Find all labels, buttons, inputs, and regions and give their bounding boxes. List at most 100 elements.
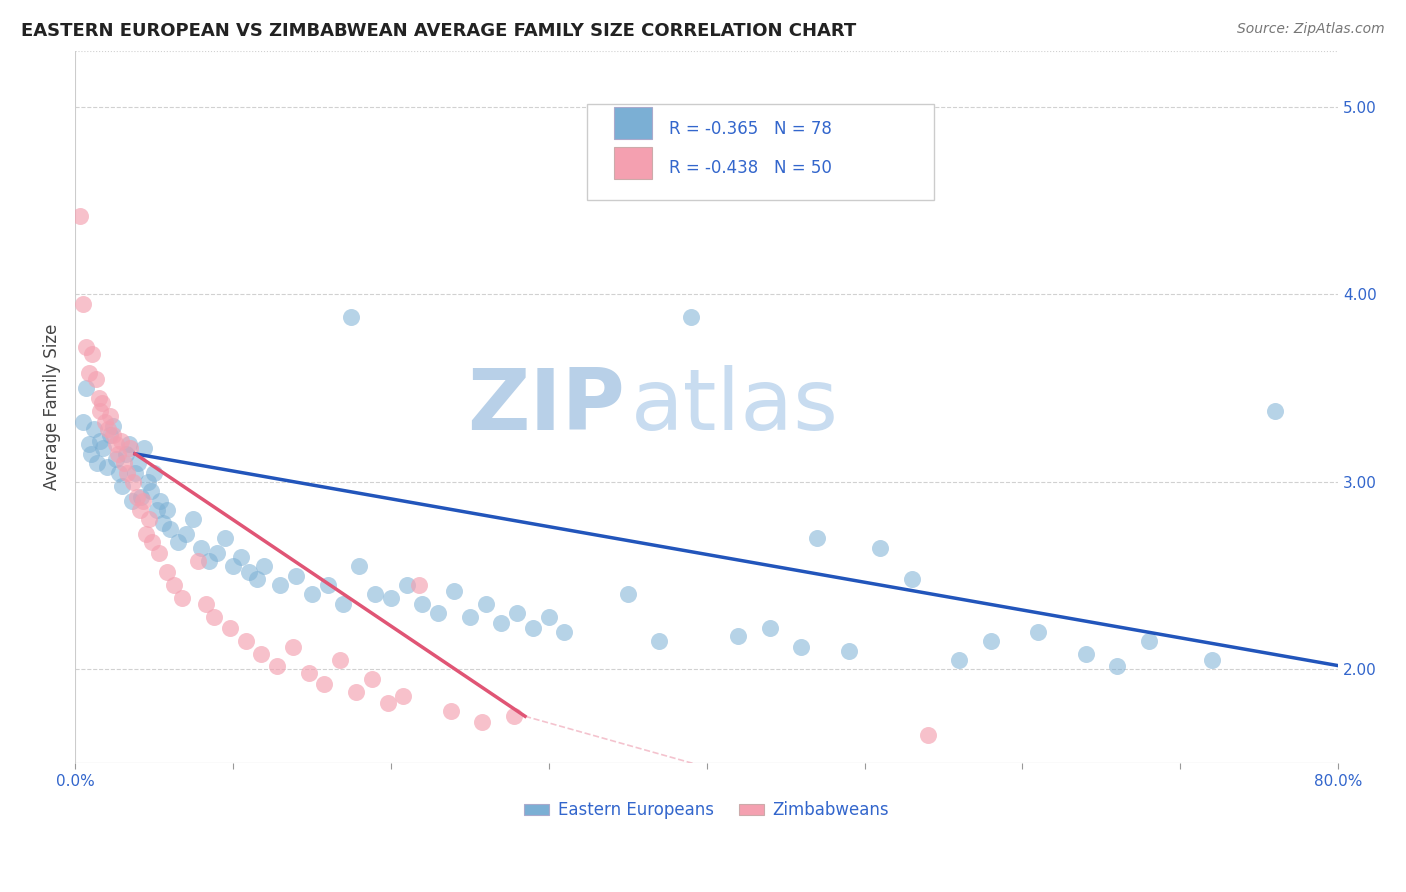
Point <box>124 466 146 480</box>
Point <box>80 447 103 461</box>
Point <box>329 653 352 667</box>
Text: R = -0.438   N = 50: R = -0.438 N = 50 <box>669 160 831 178</box>
Point <box>948 653 970 667</box>
Point <box>195 597 218 611</box>
Point <box>506 606 529 620</box>
Point <box>112 456 135 470</box>
Point <box>458 610 481 624</box>
Point <box>238 565 260 579</box>
Point <box>316 578 339 592</box>
Point <box>229 549 252 564</box>
Point <box>118 437 141 451</box>
Point <box>96 459 118 474</box>
Point <box>314 677 336 691</box>
Point <box>1107 658 1129 673</box>
Point <box>245 573 267 587</box>
Point <box>266 658 288 673</box>
Point <box>72 297 94 311</box>
Point <box>648 634 671 648</box>
Legend: Eastern Europeans, Zimbabweans: Eastern Europeans, Zimbabweans <box>517 795 896 826</box>
Point <box>136 475 159 489</box>
Point <box>108 466 131 480</box>
Point <box>172 591 194 606</box>
FancyBboxPatch shape <box>586 104 934 201</box>
Point <box>253 559 276 574</box>
Point <box>93 441 115 455</box>
Point <box>69 209 91 223</box>
Bar <box>614 107 652 139</box>
Point <box>107 447 129 461</box>
Point <box>395 578 418 592</box>
Point <box>901 573 924 587</box>
Point <box>152 516 174 530</box>
Point <box>377 696 399 710</box>
Point <box>553 624 575 639</box>
Point <box>364 587 387 601</box>
Point <box>190 541 212 555</box>
Point <box>218 621 240 635</box>
Point <box>128 503 150 517</box>
Point <box>174 527 197 541</box>
Point <box>132 493 155 508</box>
Point <box>166 535 188 549</box>
Point <box>198 554 221 568</box>
Point <box>340 310 363 324</box>
Text: R = -0.365   N = 78: R = -0.365 N = 78 <box>669 120 831 138</box>
Point <box>121 493 143 508</box>
Point <box>537 610 560 624</box>
Point <box>131 490 153 504</box>
Point <box>205 546 228 560</box>
Point <box>281 640 304 654</box>
Point <box>159 522 181 536</box>
Text: EASTERN EUROPEAN VS ZIMBABWEAN AVERAGE FAMILY SIZE CORRELATION CHART: EASTERN EUROPEAN VS ZIMBABWEAN AVERAGE F… <box>21 22 856 40</box>
Point <box>187 554 209 568</box>
Point <box>1026 624 1049 639</box>
Point <box>163 578 186 592</box>
Point <box>105 437 128 451</box>
Point <box>155 565 177 579</box>
Point <box>427 606 450 620</box>
Point <box>250 648 273 662</box>
Point <box>75 381 97 395</box>
Point <box>120 441 142 455</box>
Point <box>98 428 121 442</box>
Point <box>75 340 97 354</box>
Point <box>149 493 172 508</box>
Point <box>202 610 225 624</box>
Point <box>222 559 245 574</box>
Point <box>94 415 117 429</box>
Point <box>148 546 170 560</box>
Point <box>474 597 496 611</box>
Point <box>301 587 323 601</box>
Point <box>347 559 370 574</box>
Point <box>134 441 156 455</box>
Point <box>83 422 105 436</box>
Point <box>127 456 149 470</box>
Point <box>679 310 702 324</box>
Point <box>183 512 205 526</box>
Point <box>380 591 402 606</box>
Point <box>214 531 236 545</box>
Point <box>1137 634 1160 648</box>
Point <box>471 714 494 729</box>
Point <box>491 615 513 630</box>
Text: Source: ZipAtlas.com: Source: ZipAtlas.com <box>1237 22 1385 37</box>
Point <box>111 478 134 492</box>
Point <box>917 728 939 742</box>
Point <box>155 503 177 517</box>
Point <box>727 629 749 643</box>
Point <box>77 437 100 451</box>
Point <box>360 672 382 686</box>
Point <box>440 704 463 718</box>
Point <box>980 634 1002 648</box>
Point <box>90 396 112 410</box>
Point <box>84 372 107 386</box>
Point <box>616 587 638 601</box>
Y-axis label: Average Family Size: Average Family Size <box>44 324 60 490</box>
Point <box>89 434 111 448</box>
Point <box>115 466 138 480</box>
Point <box>806 531 828 545</box>
Point <box>285 568 308 582</box>
Point <box>522 621 544 635</box>
Text: atlas: atlas <box>631 366 839 449</box>
